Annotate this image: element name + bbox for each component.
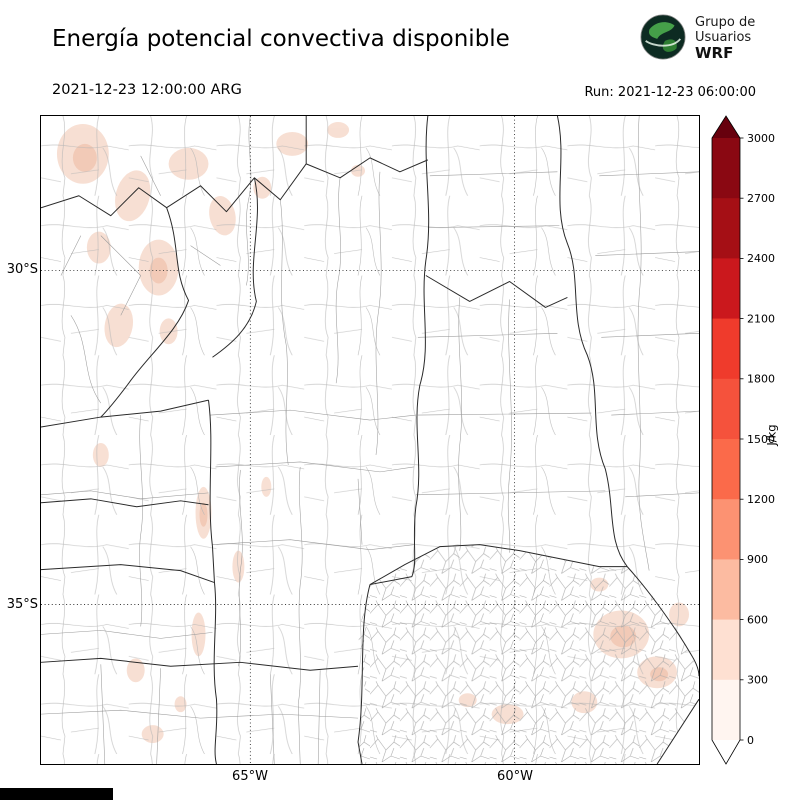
colorbar-segment <box>712 439 740 500</box>
colorbar-tick-label: 2100 <box>747 312 775 325</box>
graticule <box>41 116 699 764</box>
colorbar-tick-label: 1800 <box>747 373 775 386</box>
colorbar-segment <box>712 619 740 681</box>
colorbar-over-arrow <box>712 116 740 138</box>
colorbar-tick-label: 300 <box>747 674 768 687</box>
colorbar-tick-label: 0 <box>747 734 754 747</box>
colorbar-segment <box>712 679 740 741</box>
department-borders <box>41 116 699 764</box>
colorbar-segment <box>712 378 740 440</box>
logo-line-1: Grupo de <box>695 15 756 31</box>
map-panel <box>40 115 700 765</box>
wrf-users-group-logo: Grupo de Usuarios WRF <box>638 12 778 66</box>
lat-tick-35s: 35°S <box>6 597 38 612</box>
map-svg <box>41 116 699 764</box>
lon-tick-65w: 65°W <box>232 769 268 784</box>
colorbar-segment <box>712 318 740 380</box>
colorbar-segment <box>712 198 740 259</box>
colorbar-tick-label: 2400 <box>747 252 775 265</box>
run-time-label: Run: 2021-12-23 06:00:00 <box>584 85 756 100</box>
logo-text: Grupo de Usuarios WRF <box>695 15 756 63</box>
colorbar-under-arrow <box>712 740 740 764</box>
colorbar-unit-label: J/kg <box>764 424 779 446</box>
province-borders <box>41 116 699 764</box>
colorbar-segment <box>712 559 740 621</box>
page-title: Energía potencial convectiva disponible <box>52 26 510 52</box>
valid-time-label: 2021-12-23 12:00:00 ARG <box>52 82 242 98</box>
colorbar-segment <box>712 499 740 560</box>
logo-line-2: Usuarios <box>695 29 752 45</box>
colorbar-tick-label: 900 <box>747 553 768 566</box>
globe-icon <box>638 12 688 66</box>
lon-tick-60w: 60°W <box>497 769 533 784</box>
colorbar-tick-label: 1500 <box>747 433 775 446</box>
colorbar-tick-label: 2700 <box>747 192 775 205</box>
colorbar-tick-label: 1200 <box>747 493 775 506</box>
colorbar-segment <box>712 138 740 199</box>
bottom-bar <box>0 788 113 800</box>
colorbar-segment <box>712 258 740 320</box>
colorbar: 3000 2700 2400 2100 1800 1500 1200 900 600 300 0 <box>710 115 782 765</box>
logo-line-3: WRF <box>695 44 734 63</box>
colorbar-tick-label: 3000 <box>747 132 775 145</box>
colorbar-tick-label: 600 <box>747 613 768 626</box>
lat-tick-30s: 30°S <box>6 262 38 277</box>
